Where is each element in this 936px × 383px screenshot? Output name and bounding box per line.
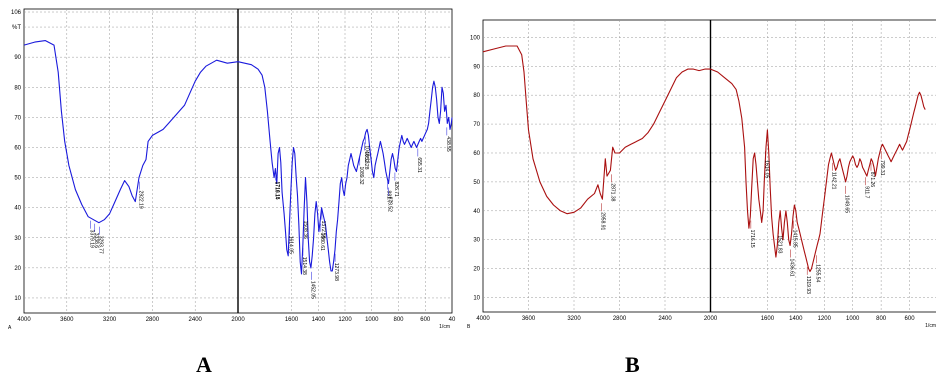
panel-b-y-tick-label: 100: [470, 35, 481, 41]
panel-a-x-tick-label: 4000: [17, 317, 31, 323]
panel-a-y-tick-label: 80: [14, 85, 21, 91]
panel-b-y-tick-label: 60: [473, 151, 480, 157]
panel-b-x-tick-label: 1600: [761, 316, 775, 322]
panel-b-peak-label: 871.26: [869, 172, 875, 188]
panel-a-x-tick-label: 3600: [60, 317, 74, 323]
panel-label-a: A: [196, 352, 212, 377]
panel-a-y-tick-label: %T: [12, 25, 21, 31]
panel-a-x-tick-label: 1600: [285, 317, 299, 323]
panel-b-x-tick-label: 4000: [476, 316, 490, 322]
panel-b-y-tick-label: 10: [473, 296, 480, 302]
panel-b-peak-label: 1319.93: [805, 276, 811, 294]
panel-b-x-tick-label: 1000: [846, 316, 860, 322]
panel-b-peak-label: 1614.05: [763, 160, 769, 178]
panel-b-x-tick-label: 1400: [789, 316, 803, 322]
panel-a-peak-label: 3379.19: [88, 230, 94, 248]
panel-a-y-tick-label: 60: [14, 145, 21, 151]
panel-a-y-tick-label: 90: [14, 55, 21, 61]
panel-b-peak-label: 1049.65: [844, 195, 850, 213]
panel-b-x-tick-label: 800: [876, 316, 887, 322]
panel-a-peak-label: 1514.38: [301, 257, 307, 275]
panel-a-peak-label: 826.71: [393, 182, 399, 198]
panel-a-peak-label: 438.55: [445, 136, 451, 152]
panel-b-y-tick-label: 70: [473, 122, 480, 128]
panel-a-y-tick-label: 70: [14, 115, 21, 121]
panel-b-x-tick-label: 2800: [613, 316, 627, 322]
panel-b-x-tick-label: 2000: [704, 316, 718, 322]
panel-a-y-tick-label: 50: [14, 176, 21, 182]
panel-a-x-tick-label: 1000: [365, 317, 379, 323]
panel-a-peak-label: 1048.13: [363, 145, 369, 163]
panel-b-peak-label: 1716.15: [749, 230, 755, 248]
panel-a-x-tick-label: 1400: [312, 317, 326, 323]
panel-a-peak-label: 1273.98: [333, 263, 339, 281]
panel-a-peak-label: 2922.19: [137, 191, 143, 209]
panel-a-peak-label: 1052.28: [363, 151, 369, 169]
panel-b-x-tick-label: 1200: [818, 316, 832, 322]
panel-a-spectrum-line: [23, 40, 453, 275]
panel-a-peak-label: 1089.32: [358, 166, 364, 184]
panel-a-peak-label: 1452.05: [309, 281, 315, 299]
panel-a-peak-label: 1716.15: [274, 182, 280, 200]
panel-a-corner-label: A: [8, 325, 12, 331]
panel-b-peak-label: 1415.85: [792, 230, 798, 248]
panel-a-x-tick-label: 2800: [146, 317, 160, 323]
panel-a-y-tick-label: 20: [14, 266, 21, 272]
panel-b-corner-label: B: [467, 324, 471, 330]
panel-b-y-tick-label: 20: [473, 267, 480, 273]
panel-b-peak-label: 1142.21: [830, 172, 836, 190]
panel-b-y-tick-label: 90: [473, 64, 480, 70]
panel-b-x-tick-label: 600: [905, 316, 916, 322]
panel-a-peak-label: 1614.05: [288, 236, 294, 254]
panel-a-x-tick-label: 40: [449, 317, 456, 323]
panel-a-x-tick-label: 2400: [189, 317, 203, 323]
panel-b-peak-label: 1521.83: [776, 235, 782, 253]
panel-b-y-tick-label: 50: [473, 180, 480, 186]
panel-a-peak-label: 881.7: [386, 191, 392, 204]
panel-a-peak-label: 1508.36: [302, 221, 308, 239]
panel-a-y-tick-label: 106: [11, 10, 22, 16]
panel-a-peak-label: 1372.56: [320, 221, 326, 239]
panel-b-plot-frame: [482, 19, 936, 313]
panel-a-peak-label: 1380.61: [319, 233, 325, 251]
panel-b-peak-label: 799.31: [879, 160, 885, 176]
panel-b-y-tick-label: 30: [473, 238, 480, 244]
panel-b-x-tick-label: 2400: [658, 316, 672, 322]
panel-b-x-tick-label: 3200: [567, 316, 581, 322]
panel-a-peak-label: 873.52: [387, 197, 393, 213]
panel-b-y-tick-label: 80: [473, 93, 480, 99]
panel-a-x-tick-label: 600: [420, 317, 431, 323]
panel-b-y-tick-label: 40: [473, 209, 480, 215]
panel-a-x-tick-label: 1200: [338, 317, 352, 323]
panel-a-x-tick-label: 3200: [103, 317, 117, 323]
panel-a-y-tick-label: 10: [14, 296, 21, 302]
panel-a-y-tick-label: 40: [14, 206, 21, 212]
panel-a-peak-label: 655.31: [416, 157, 422, 173]
panel-label-b: B: [625, 352, 640, 377]
panel-a-peak-label: 3293.77: [98, 236, 104, 254]
panel-b-peak-label: 1255.54: [814, 264, 820, 282]
panel-b-spectrum-line: [482, 45, 926, 273]
panel-a-x-tick-label: 800: [393, 317, 404, 323]
panel-b-peak-label: 911.7: [863, 186, 869, 198]
panel-a-peak-label: 3338.6: [93, 233, 99, 249]
panel-b-x-tick-label: 3600: [522, 316, 536, 322]
panel-b-peak-label: 1436.61: [789, 259, 795, 277]
panel-b-x-axis-label: 1/cm: [925, 323, 936, 329]
panel-b-peak-label: 2958.91: [599, 212, 605, 230]
panel-a-x-axis-label: 1/cm: [439, 324, 450, 330]
panel-b-peak-label: 2871.38: [609, 183, 615, 201]
panel-a-y-tick-label: 30: [14, 236, 21, 242]
panel-a-peak-label: 1718.14: [274, 182, 280, 200]
panel-a-x-tick-label: 2000: [231, 317, 245, 323]
